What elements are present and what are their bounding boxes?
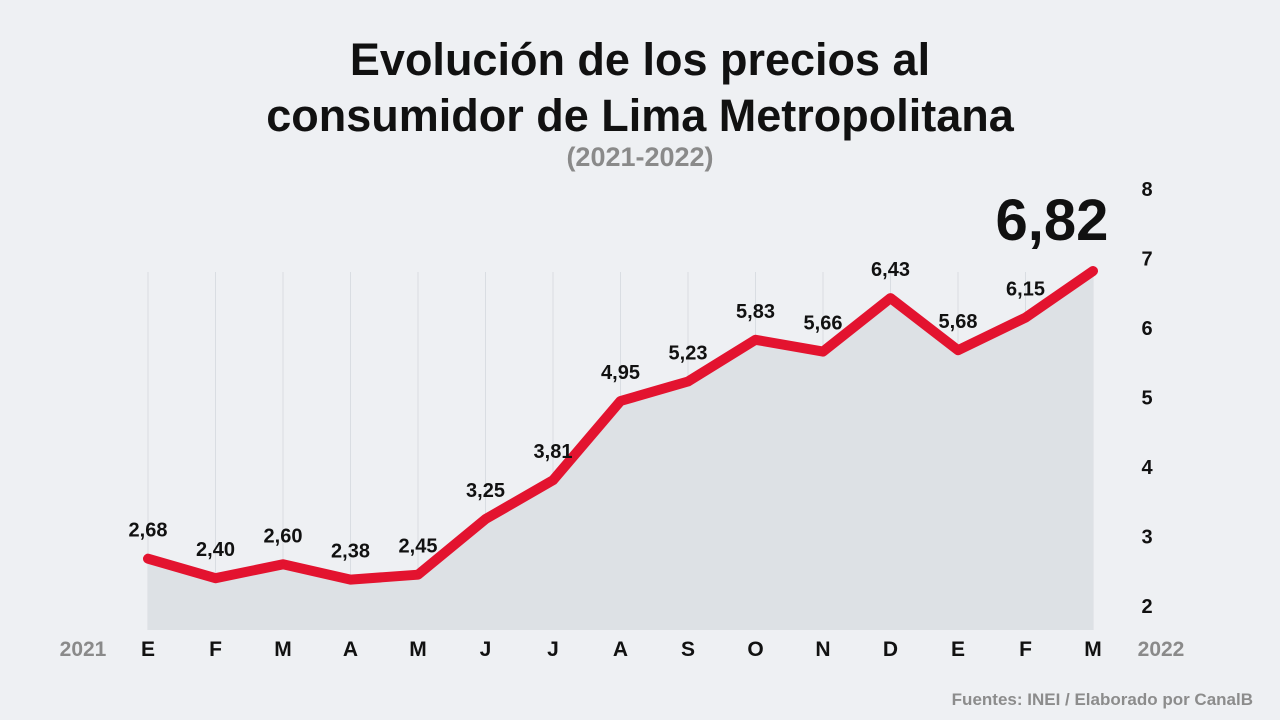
data-label: 5,83 [736,301,775,323]
x-tick-label: A [343,638,358,661]
y-tick-label: 6 [1141,318,1152,340]
y-tick-label: 2 [1141,596,1152,618]
data-label: 3,25 [466,480,505,502]
data-label: 4,95 [601,362,640,384]
data-point [956,348,960,353]
y-tick-label: 4 [1141,457,1153,479]
data-point [821,349,825,354]
x-tick-label: S [681,638,695,661]
data-point [1023,315,1028,320]
x-tick-label: D [883,638,898,661]
source-note: Fuentes: INEI / Elaborado por CanalB [951,690,1253,709]
x-axis: E F M A M J J A S O N D E F M 2021 2022 [60,638,1185,661]
x-tick-label: J [547,638,559,661]
data-label: 2,60 [264,525,303,547]
data-point [551,478,555,483]
data-point [146,556,150,561]
x-tick-label: M [1084,638,1102,661]
data-label: 2,68 [129,520,168,542]
x-tick-label: J [480,638,492,661]
y-tick-label: 8 [1141,179,1152,201]
x-tick-label: F [209,638,222,661]
highlight-value-label: 6,82 [996,188,1109,253]
y-axis: 2 3 4 5 6 7 8 [1141,179,1153,618]
data-point [1091,269,1095,274]
data-point [483,517,488,522]
area-fill [148,271,1093,630]
data-labels: 2,68 2,40 2,60 2,38 2,45 3,25 3,81 4,95 5,23 5,83… [129,188,1109,563]
chart-title: Evolución de los precios al consumidor d… [0,32,1280,144]
x-tick-label: F [1019,638,1032,661]
x-tick-label: E [951,638,965,661]
x-tick-label: A [613,638,628,661]
data-label: 2,45 [399,536,438,558]
y-tick-label: 3 [1141,527,1152,549]
x-tick-label: N [815,638,830,661]
data-label: 2,38 [331,541,370,563]
data-point [753,337,758,342]
data-label: 6,43 [871,259,910,281]
x-tick-label: E [141,638,155,661]
data-label: 3,81 [534,441,573,463]
data-point [618,398,623,403]
x-tick-label: M [274,638,292,661]
data-label: 5,23 [669,343,708,365]
y-tick-label: 7 [1141,249,1152,271]
y-tick-label: 5 [1141,388,1152,410]
data-point [888,296,893,301]
data-point [348,577,353,582]
x-tick-label: M [409,638,427,661]
year-label-end: 2022 [1138,638,1185,661]
data-label: 5,68 [939,311,978,333]
data-point [213,576,218,581]
data-point [686,379,690,384]
data-point [281,562,285,567]
chart-subtitle: (2021-2022) [566,142,714,172]
data-label: 6,15 [1006,279,1045,301]
chart-title-line-2: consumidor de Lima Metropolitana [266,90,1014,141]
data-label: 5,66 [804,313,843,335]
data-point [416,572,420,577]
chart-title-line-1: Evolución de los precios al [349,34,931,85]
year-label-start: 2021 [60,638,107,661]
x-tick-label: O [747,638,763,661]
data-label: 2,40 [196,539,235,561]
points-layer [146,269,1095,582]
